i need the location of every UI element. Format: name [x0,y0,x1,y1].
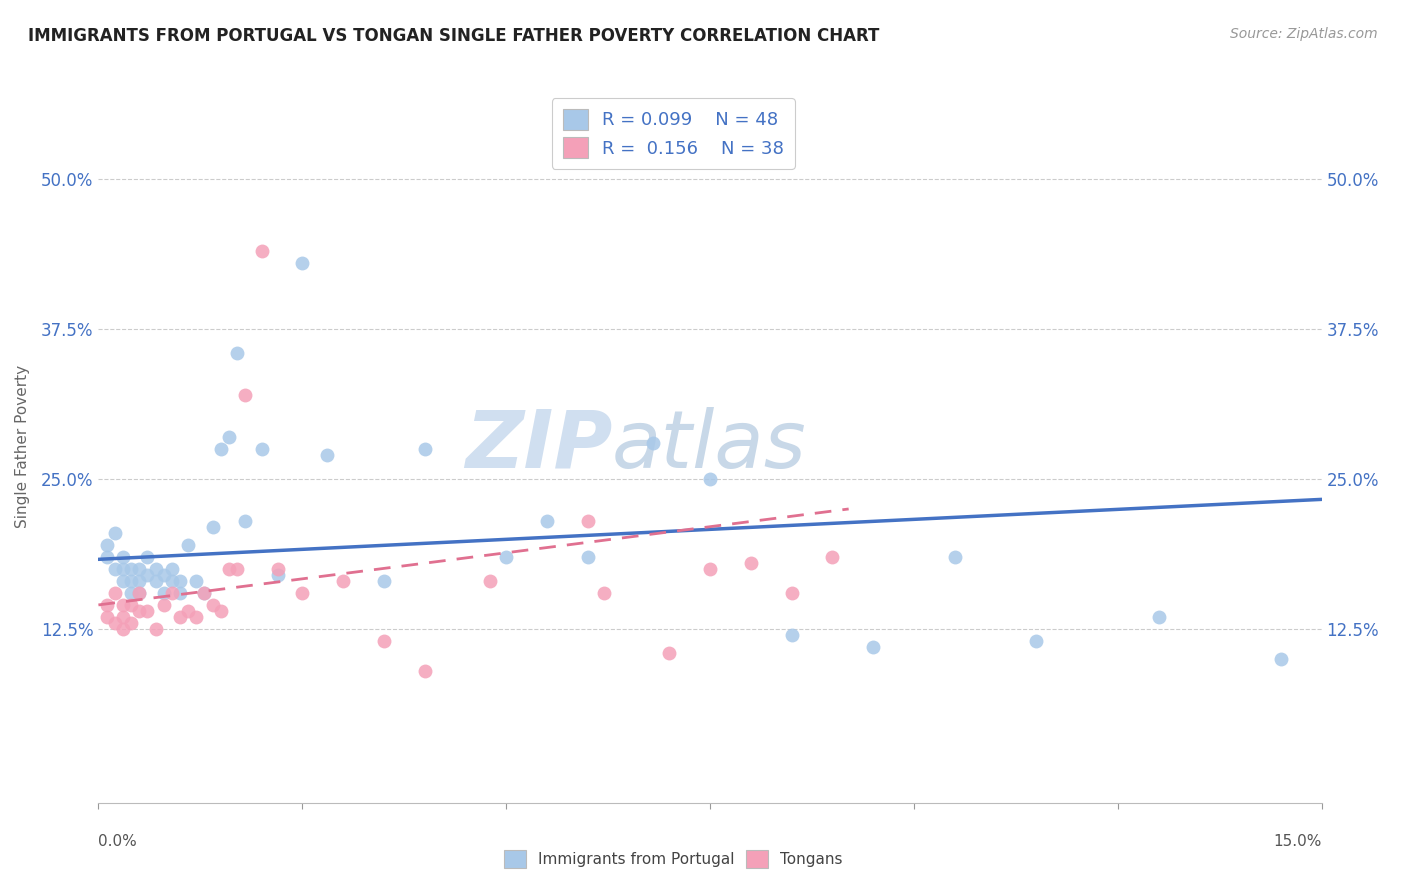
Point [201,520,224,534]
Point [226,562,249,576]
Point [136,549,159,564]
Point [160,574,183,588]
Point [111,610,134,624]
Point [152,568,174,582]
Point [169,574,191,588]
Point [373,574,395,588]
Point [145,562,167,576]
Point [111,549,134,564]
Point [291,586,314,600]
Point [218,430,240,444]
Point [250,442,273,456]
Point [136,604,159,618]
Point [152,586,174,600]
Point [169,586,191,600]
Point [96,598,118,612]
Point [373,633,395,648]
Point [478,574,501,588]
Point [104,525,127,540]
Point [413,442,436,456]
Point [233,388,256,402]
Point [111,562,134,576]
Point [128,562,150,576]
Point [96,549,118,564]
Point [233,514,256,528]
Y-axis label: Single Father Poverty: Single Father Poverty [15,365,30,527]
Point [177,604,200,618]
Legend: Immigrants from Portugal, Tongans: Immigrants from Portugal, Tongans [495,841,852,877]
Point [315,448,337,462]
Point [104,615,127,630]
Text: Source: ZipAtlas.com: Source: ZipAtlas.com [1230,27,1378,41]
Point [104,562,127,576]
Point [699,562,721,576]
Text: atlas: atlas [612,407,807,485]
Point [152,598,174,612]
Point [111,622,134,636]
Point [250,244,273,259]
Point [96,610,118,624]
Point [593,586,616,600]
Point [186,610,208,624]
Point [641,436,664,450]
Point [413,664,436,678]
Point [699,472,721,486]
Point [193,586,215,600]
Point [186,574,208,588]
Point [201,598,224,612]
Point [267,568,290,582]
Point [332,574,354,588]
Text: ZIP: ZIP [465,407,612,485]
Point [193,586,215,600]
Point [120,586,142,600]
Point [128,586,150,600]
Point [780,586,803,600]
Point [821,549,844,564]
Point [145,622,167,636]
Point [658,646,681,660]
Point [128,586,150,600]
Point [128,604,150,618]
Point [495,549,517,564]
Point [111,598,134,612]
Point [128,574,150,588]
Point [104,586,127,600]
Point [226,346,249,360]
Point [218,562,240,576]
Point [576,549,599,564]
Point [177,538,200,552]
Point [145,574,167,588]
Point [169,610,191,624]
Point [740,556,762,570]
Point [1147,610,1170,624]
Point [136,568,159,582]
Text: IMMIGRANTS FROM PORTUGAL VS TONGAN SINGLE FATHER POVERTY CORRELATION CHART: IMMIGRANTS FROM PORTUGAL VS TONGAN SINGL… [28,27,880,45]
Point [536,514,558,528]
Point [160,562,183,576]
Point [120,598,142,612]
Point [862,640,884,654]
Point [160,586,183,600]
Point [120,562,142,576]
Point [120,574,142,588]
Point [111,574,134,588]
Point [267,562,290,576]
Point [1025,633,1047,648]
Point [120,615,142,630]
Point [1270,652,1292,666]
Point [209,442,232,456]
Point [780,628,803,642]
Point [576,514,599,528]
Point [96,538,118,552]
Text: 15.0%: 15.0% [1274,834,1322,849]
Point [209,604,232,618]
Point [291,256,314,270]
Text: 0.0%: 0.0% [98,834,138,849]
Point [943,549,966,564]
